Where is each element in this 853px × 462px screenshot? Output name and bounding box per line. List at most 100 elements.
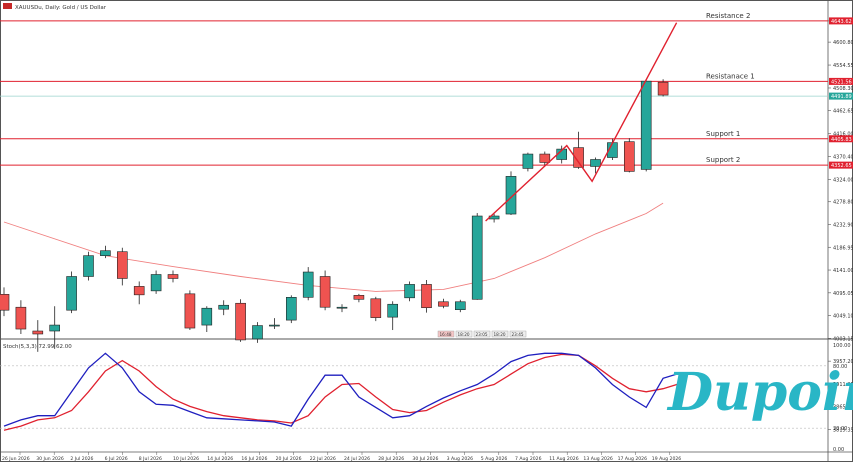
bear-candle-body [32,330,44,335]
time-tick-label: 17 Aug 2026 [618,456,648,462]
bull-candle-body [285,297,297,321]
candle [269,318,280,330]
candle [438,298,449,309]
time-tick-label: 30 Jul 2026 [412,456,438,462]
bear-candle-body [235,302,246,341]
bear-candle-body [15,306,27,330]
candle [15,300,27,334]
price-tick-label: 4554.55 [833,63,853,69]
bull-candle-body [100,250,111,256]
bull-candle-body [66,276,77,311]
bull-candle-body [471,215,483,300]
price-tick-label: 4186.95 [833,245,853,251]
candle [83,251,94,281]
hour-tag [437,330,455,338]
bull-candle-body [387,303,399,318]
price-tick-label: 4324.00 [833,177,853,183]
level-label: Resistance 2 [706,12,750,20]
price-tick-label: 3819.35 [833,427,853,433]
stoch-tick-label: 80.00 [833,364,847,370]
candle [252,322,263,343]
candle [556,145,568,164]
candle [150,270,162,294]
hour-tag-text: 23:45 [512,332,524,337]
hour-tag [491,330,509,338]
candle [117,247,128,286]
price-tick-label: 4600.80 [833,40,853,46]
level-badge [829,161,853,169]
stoch-tick-label: 20.00 [833,426,847,432]
hour-tag-text: 16:48 [440,332,452,337]
price-tick-label: 4095.05 [833,291,853,297]
hour-tag [509,330,527,338]
level-badge-text: 4643.62 [831,19,852,25]
time-tick-label: 11 Aug 2026 [549,456,579,462]
current-price-text: 4491.89 [831,94,852,100]
bull-candle-body [454,301,466,310]
candle [49,306,61,349]
price-tick-label: 3865.30 [833,405,853,411]
bear-candle-body [370,298,382,318]
stoch-k-line [3,352,681,427]
candle [454,299,466,313]
candle [505,171,517,216]
candle [370,296,382,322]
bear-candle-body [167,274,179,279]
candle [471,213,483,300]
bear-candle-body [319,276,331,308]
price-tick-label: 4232.90 [833,222,853,228]
bull-candle-body [150,274,162,292]
candle [387,301,399,331]
time-tick-label: 22 Jul 2026 [310,456,336,462]
price-tick-label: 4370.40 [833,154,853,160]
time-tick-label: 3 Aug 2026 [447,456,474,462]
price-tick-label: 4141.00 [833,268,853,274]
time-tick-label: 28 Jul 2026 [378,456,404,462]
bear-candle-body [0,294,10,311]
time-tick-label: 13 Aug 2026 [583,456,613,462]
candle [319,270,331,311]
bull-candle-body [269,324,280,327]
level-badge-text: 4352.65 [831,163,852,169]
hour-tag [473,330,491,338]
candle [66,271,77,314]
candle [640,79,652,172]
time-tick-label: 14 Jul 2026 [207,456,233,462]
price-tick-label: 3911.25 [833,382,853,388]
flag-icon [3,3,12,9]
time-tick-label: 16 Jul 2026 [241,456,267,462]
candle [32,320,44,352]
candle [302,267,314,301]
moving-average-line [3,202,664,292]
stoch-tick-label: 100.00 [833,343,851,349]
bear-candle-body [421,284,432,309]
level-label: Resistanace 1 [706,72,755,80]
time-tick-label: 6 Jul 2026 [105,456,128,462]
wave-trendline [485,22,678,222]
bull-candle-body [640,80,652,170]
bull-candle-body [218,304,229,310]
hour-tag [455,330,473,338]
candle [184,290,196,331]
candle [133,281,145,305]
time-tick-label: 19 Aug 2026 [652,456,682,462]
bear-candle-body [133,286,145,296]
current-price-badge [829,92,853,100]
time-tick-label: 10 Jul 2026 [173,456,199,462]
hour-tag-text: 23:05 [476,332,488,337]
candle [353,293,365,303]
candle [218,300,229,316]
chart-title: XAUUSDu, Daily: Gold / US Dollar [15,5,107,11]
candle [657,79,669,97]
candle [0,287,10,317]
dupoin-logo: Dupoin [666,362,853,423]
time-axis: 26 Jun 2026 30 Jun 2026 2 Jul 2026 6 Jul 20… [2,452,681,462]
level-badge-text: 4405.83 [831,137,852,143]
bull-candle-body [201,307,213,326]
bear-candle-body [117,251,128,279]
stochastic-panel [0,352,828,431]
candle [404,281,415,302]
price-tick-label: 3957.20 [833,359,853,365]
level-badge [829,135,853,143]
